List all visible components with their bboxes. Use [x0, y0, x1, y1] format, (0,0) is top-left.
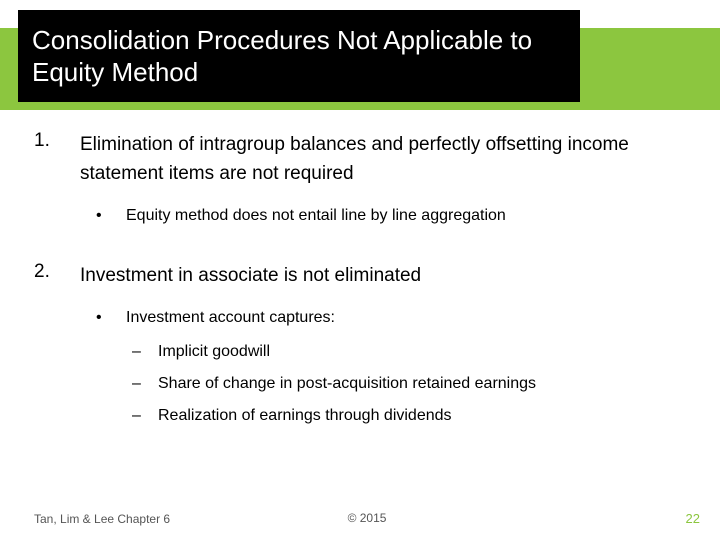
dash-item: – Share of change in post-acquisition re…	[132, 375, 686, 393]
dash-text: Implicit goodwill	[158, 343, 270, 361]
dash-marker: –	[132, 343, 158, 361]
dash-text: Share of change in post-acquisition reta…	[158, 375, 536, 393]
sub-bullet: • Equity method does not entail line by …	[96, 205, 686, 227]
bullet-dot: •	[96, 307, 126, 329]
item-text: Investment in associate is not eliminate…	[80, 261, 686, 290]
page-number: 22	[686, 511, 700, 526]
footer-left: Tan, Lim & Lee Chapter 6	[34, 512, 170, 526]
footer-center: © 2015	[348, 511, 387, 525]
list-item: 1. Elimination of intragroup balances an…	[34, 130, 686, 235]
bullet-dot: •	[96, 205, 126, 227]
dash-text: Realization of earnings through dividend…	[158, 407, 452, 425]
item-body: Investment in associate is not eliminate…	[80, 261, 686, 425]
item-number: 2.	[34, 261, 80, 425]
dash-marker: –	[132, 407, 158, 425]
item-body: Elimination of intragroup balances and p…	[80, 130, 686, 235]
slide: Consolidation Procedures Not Applicable …	[0, 0, 720, 540]
dash-item: – Realization of earnings through divide…	[132, 407, 686, 425]
title-box: Consolidation Procedures Not Applicable …	[18, 10, 580, 102]
item-number: 1.	[34, 130, 80, 235]
content-area: 1. Elimination of intragroup balances an…	[34, 130, 686, 437]
list-item: 2. Investment in associate is not elimin…	[34, 261, 686, 425]
footer: Tan, Lim & Lee Chapter 6 © 2015 22	[34, 511, 700, 526]
dash-item: – Implicit goodwill	[132, 343, 686, 361]
item-text: Elimination of intragroup balances and p…	[80, 130, 686, 189]
sub-bullet: • Investment account captures:	[96, 307, 686, 329]
slide-title: Consolidation Procedures Not Applicable …	[32, 24, 566, 89]
sub-text: Equity method does not entail line by li…	[126, 205, 506, 227]
sub-text: Investment account captures:	[126, 307, 335, 329]
title-band: Consolidation Procedures Not Applicable …	[0, 0, 720, 110]
dash-marker: –	[132, 375, 158, 393]
